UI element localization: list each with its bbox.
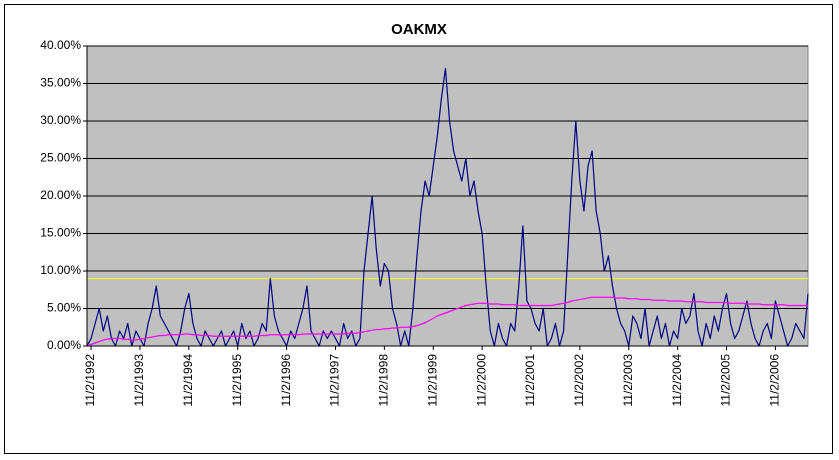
y-tick-label: 25.00% [40,151,81,165]
x-tick-label: 11/2/2005 [719,354,733,407]
y-tick-label: 5.00% [47,301,81,315]
x-tick-label: 11/2/2006 [768,354,782,407]
x-tick-label: 11/2/2003 [621,354,635,407]
x-tick-label: 11/2/1999 [425,354,439,407]
x-tick-label: 11/2/1994 [181,354,195,407]
x-tick-label: 11/2/1997 [328,354,342,407]
x-tick-label: 11/2/1996 [279,354,293,407]
x-tick-label: 11/2/2002 [572,354,586,407]
y-tick-label: 10.00% [40,263,81,277]
series-line [86,67,809,347]
y-tick-label: 15.00% [40,226,81,240]
y-tick-label: 0.00% [47,338,81,352]
x-tick-label: 11/2/2001 [523,354,537,407]
x-tick-label: 11/2/1992 [83,354,97,407]
chart-title: OAKMX [391,21,447,38]
x-tick-label: 11/2/2000 [474,354,488,407]
y-tick-label: 20.00% [40,188,81,202]
y-tick-label: 40.00% [40,38,81,52]
y-tick-label: 35.00% [40,76,81,90]
x-tick-label: 11/2/1995 [230,354,244,407]
series-line [86,296,808,347]
x-tick-label: 11/2/1993 [132,354,146,407]
x-tick-label: 11/2/2004 [670,354,684,407]
y-tick-label: 30.00% [40,113,81,127]
x-tick-label: 11/2/1998 [377,354,391,407]
